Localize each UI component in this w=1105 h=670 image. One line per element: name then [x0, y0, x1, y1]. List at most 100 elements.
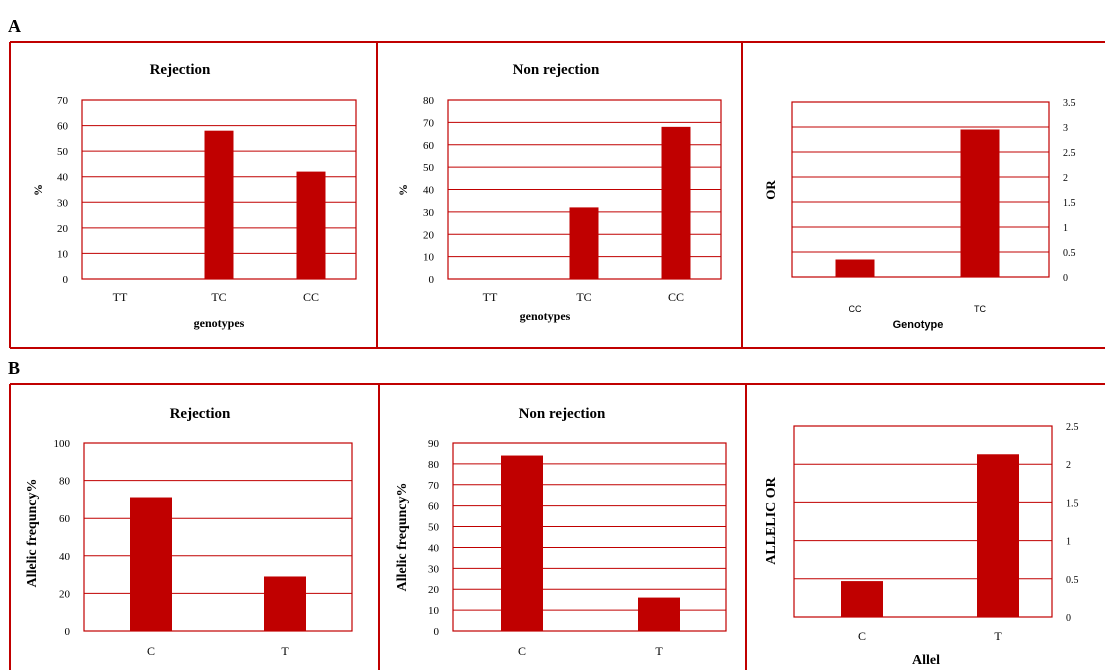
chart-a-non-rejection: Non rejection % genotypes 0 10 20 30 40 50 60 7… [396, 62, 722, 323]
y-tick-label: 0.5 [1063, 248, 1076, 259]
x-axis-label: Allel [912, 653, 940, 668]
bar-t [638, 597, 680, 631]
chart-b-rejection: Rejection Allelic frequncy% 0 20 40 60 80 100… [25, 406, 353, 658]
bar-c [841, 581, 883, 617]
x-tick-label: CC [668, 290, 684, 304]
y-tick-label: 30 [423, 207, 435, 219]
x-axis-label: genotypes [194, 316, 245, 330]
y-tick-label: 20 [59, 588, 71, 600]
x-tick-label: C [518, 644, 526, 658]
bar-t [264, 576, 306, 631]
plot-border [452, 442, 727, 632]
y-tick-label: 40 [428, 542, 440, 554]
y-tick-label: 40 [59, 551, 71, 563]
y-tick-label: 3 [1063, 123, 1068, 134]
y-tick-label: 80 [423, 95, 435, 107]
y-tick-label: 0 [434, 626, 440, 638]
plot-border [791, 101, 1050, 278]
y-tick-label: 1 [1063, 223, 1068, 234]
x-tick-label: TT [113, 290, 128, 304]
x-axis-label: Genotype [893, 319, 944, 331]
x-tick-label: T [281, 644, 289, 658]
chart-title: Non rejection [519, 406, 606, 422]
plot-area: 0 20 40 60 80 100 C T [54, 438, 353, 658]
x-tick-label: TT [483, 290, 498, 304]
y-tick-label: 100 [54, 438, 71, 450]
plot-area: 0 0.5 1 1.5 2 2.5 C T [793, 422, 1079, 643]
y-axis-label: OR [763, 180, 778, 200]
x-tick-label: C [858, 629, 866, 643]
y-axis-label: Allelic frequncy% [395, 482, 410, 591]
y-axis-label: Allelic frequncy% [25, 478, 40, 587]
y-tick-label: 0 [65, 626, 71, 638]
y-tick-label: 10 [57, 248, 69, 260]
y-tick-label: 60 [423, 140, 435, 152]
y-tick-label: 70 [428, 480, 440, 492]
bar-cc [661, 126, 691, 279]
bar-tc [960, 129, 1000, 277]
y-tick-label: 40 [57, 172, 69, 184]
x-axis-label: genotypes [520, 309, 571, 323]
y-tick-label: 0 [1066, 613, 1071, 624]
bar-t [977, 454, 1019, 617]
plot-area: 0 10 20 30 40 50 60 70 80 90 C T [428, 438, 727, 658]
y-tick-label: 40 [423, 185, 435, 197]
bar-cc [296, 171, 326, 279]
y-tick-label: 20 [57, 223, 69, 235]
chart-title: Rejection [170, 406, 231, 422]
y-tick-label: 50 [428, 522, 440, 534]
panel-a-frame [9, 41, 1105, 349]
x-tick-label: TC [974, 304, 986, 314]
y-tick-label: 1 [1066, 537, 1071, 548]
chart-a-or: OR Genotype 0 0.5 1 1.5 2 2.5 3 3.5 CC TC [763, 98, 1076, 331]
y-tick-label: 3.5 [1063, 98, 1076, 109]
y-tick-label: 70 [423, 117, 435, 129]
y-axis-label: ALLELIC OR [764, 476, 779, 564]
plot-area: 0 0.5 1 1.5 2 2.5 3 3.5 CC TC [791, 98, 1076, 314]
panel-b-frame [9, 383, 1105, 670]
y-tick-label: 1.5 [1063, 198, 1076, 209]
y-tick-label: 50 [423, 162, 435, 174]
y-tick-label: 90 [428, 438, 440, 450]
x-tick-label: CC [849, 304, 862, 314]
x-tick-label: T [994, 629, 1002, 643]
y-tick-label: 2.5 [1063, 148, 1076, 159]
y-tick-label: 50 [57, 146, 69, 158]
bar-tc [204, 130, 234, 279]
y-tick-label: 80 [428, 459, 440, 471]
plot-area: 0 10 20 30 40 50 60 70 80 TT TC CC [423, 95, 722, 304]
plot-border [793, 425, 1053, 618]
chart-b-non-rejection: Non rejection Allelic frequncy% 0 10 20 30 4… [395, 406, 727, 658]
y-tick-label: 30 [428, 563, 440, 575]
bar-c [130, 497, 172, 631]
y-tick-label: 60 [57, 121, 69, 133]
x-tick-label: CC [303, 290, 319, 304]
chart-title: Non rejection [513, 62, 600, 78]
panel-letter-a: A [8, 16, 21, 36]
y-tick-label: 10 [428, 605, 440, 617]
y-tick-label: 80 [59, 476, 71, 488]
bar-cc [835, 259, 875, 277]
chart-b-allelic-or: ALLELIC OR Allel 0 0.5 1 1.5 2 2.5 C T [764, 422, 1079, 668]
y-tick-label: 2 [1063, 173, 1068, 184]
y-tick-label: 70 [57, 95, 69, 107]
y-tick-label: 20 [423, 229, 435, 241]
x-tick-label: C [147, 644, 155, 658]
plot-border [83, 442, 353, 632]
plot-area: 0 10 20 30 40 50 60 70 TT TC CC [57, 95, 357, 304]
y-tick-label: 20 [428, 584, 440, 596]
y-tick-label: 0.5 [1066, 575, 1079, 586]
chart-title: Rejection [150, 62, 211, 78]
x-tick-label: TC [576, 290, 591, 304]
panel-letter-b: B [8, 358, 20, 378]
y-axis-label: % [31, 184, 45, 196]
y-axis-label: % [396, 184, 410, 196]
x-tick-label: T [655, 644, 663, 658]
y-tick-label: 10 [423, 252, 435, 264]
y-tick-label: 0 [1063, 273, 1068, 284]
y-tick-label: 60 [59, 513, 71, 525]
y-tick-label: 2 [1066, 460, 1071, 471]
x-tick-label: TC [211, 290, 226, 304]
y-tick-label: 30 [57, 197, 69, 209]
